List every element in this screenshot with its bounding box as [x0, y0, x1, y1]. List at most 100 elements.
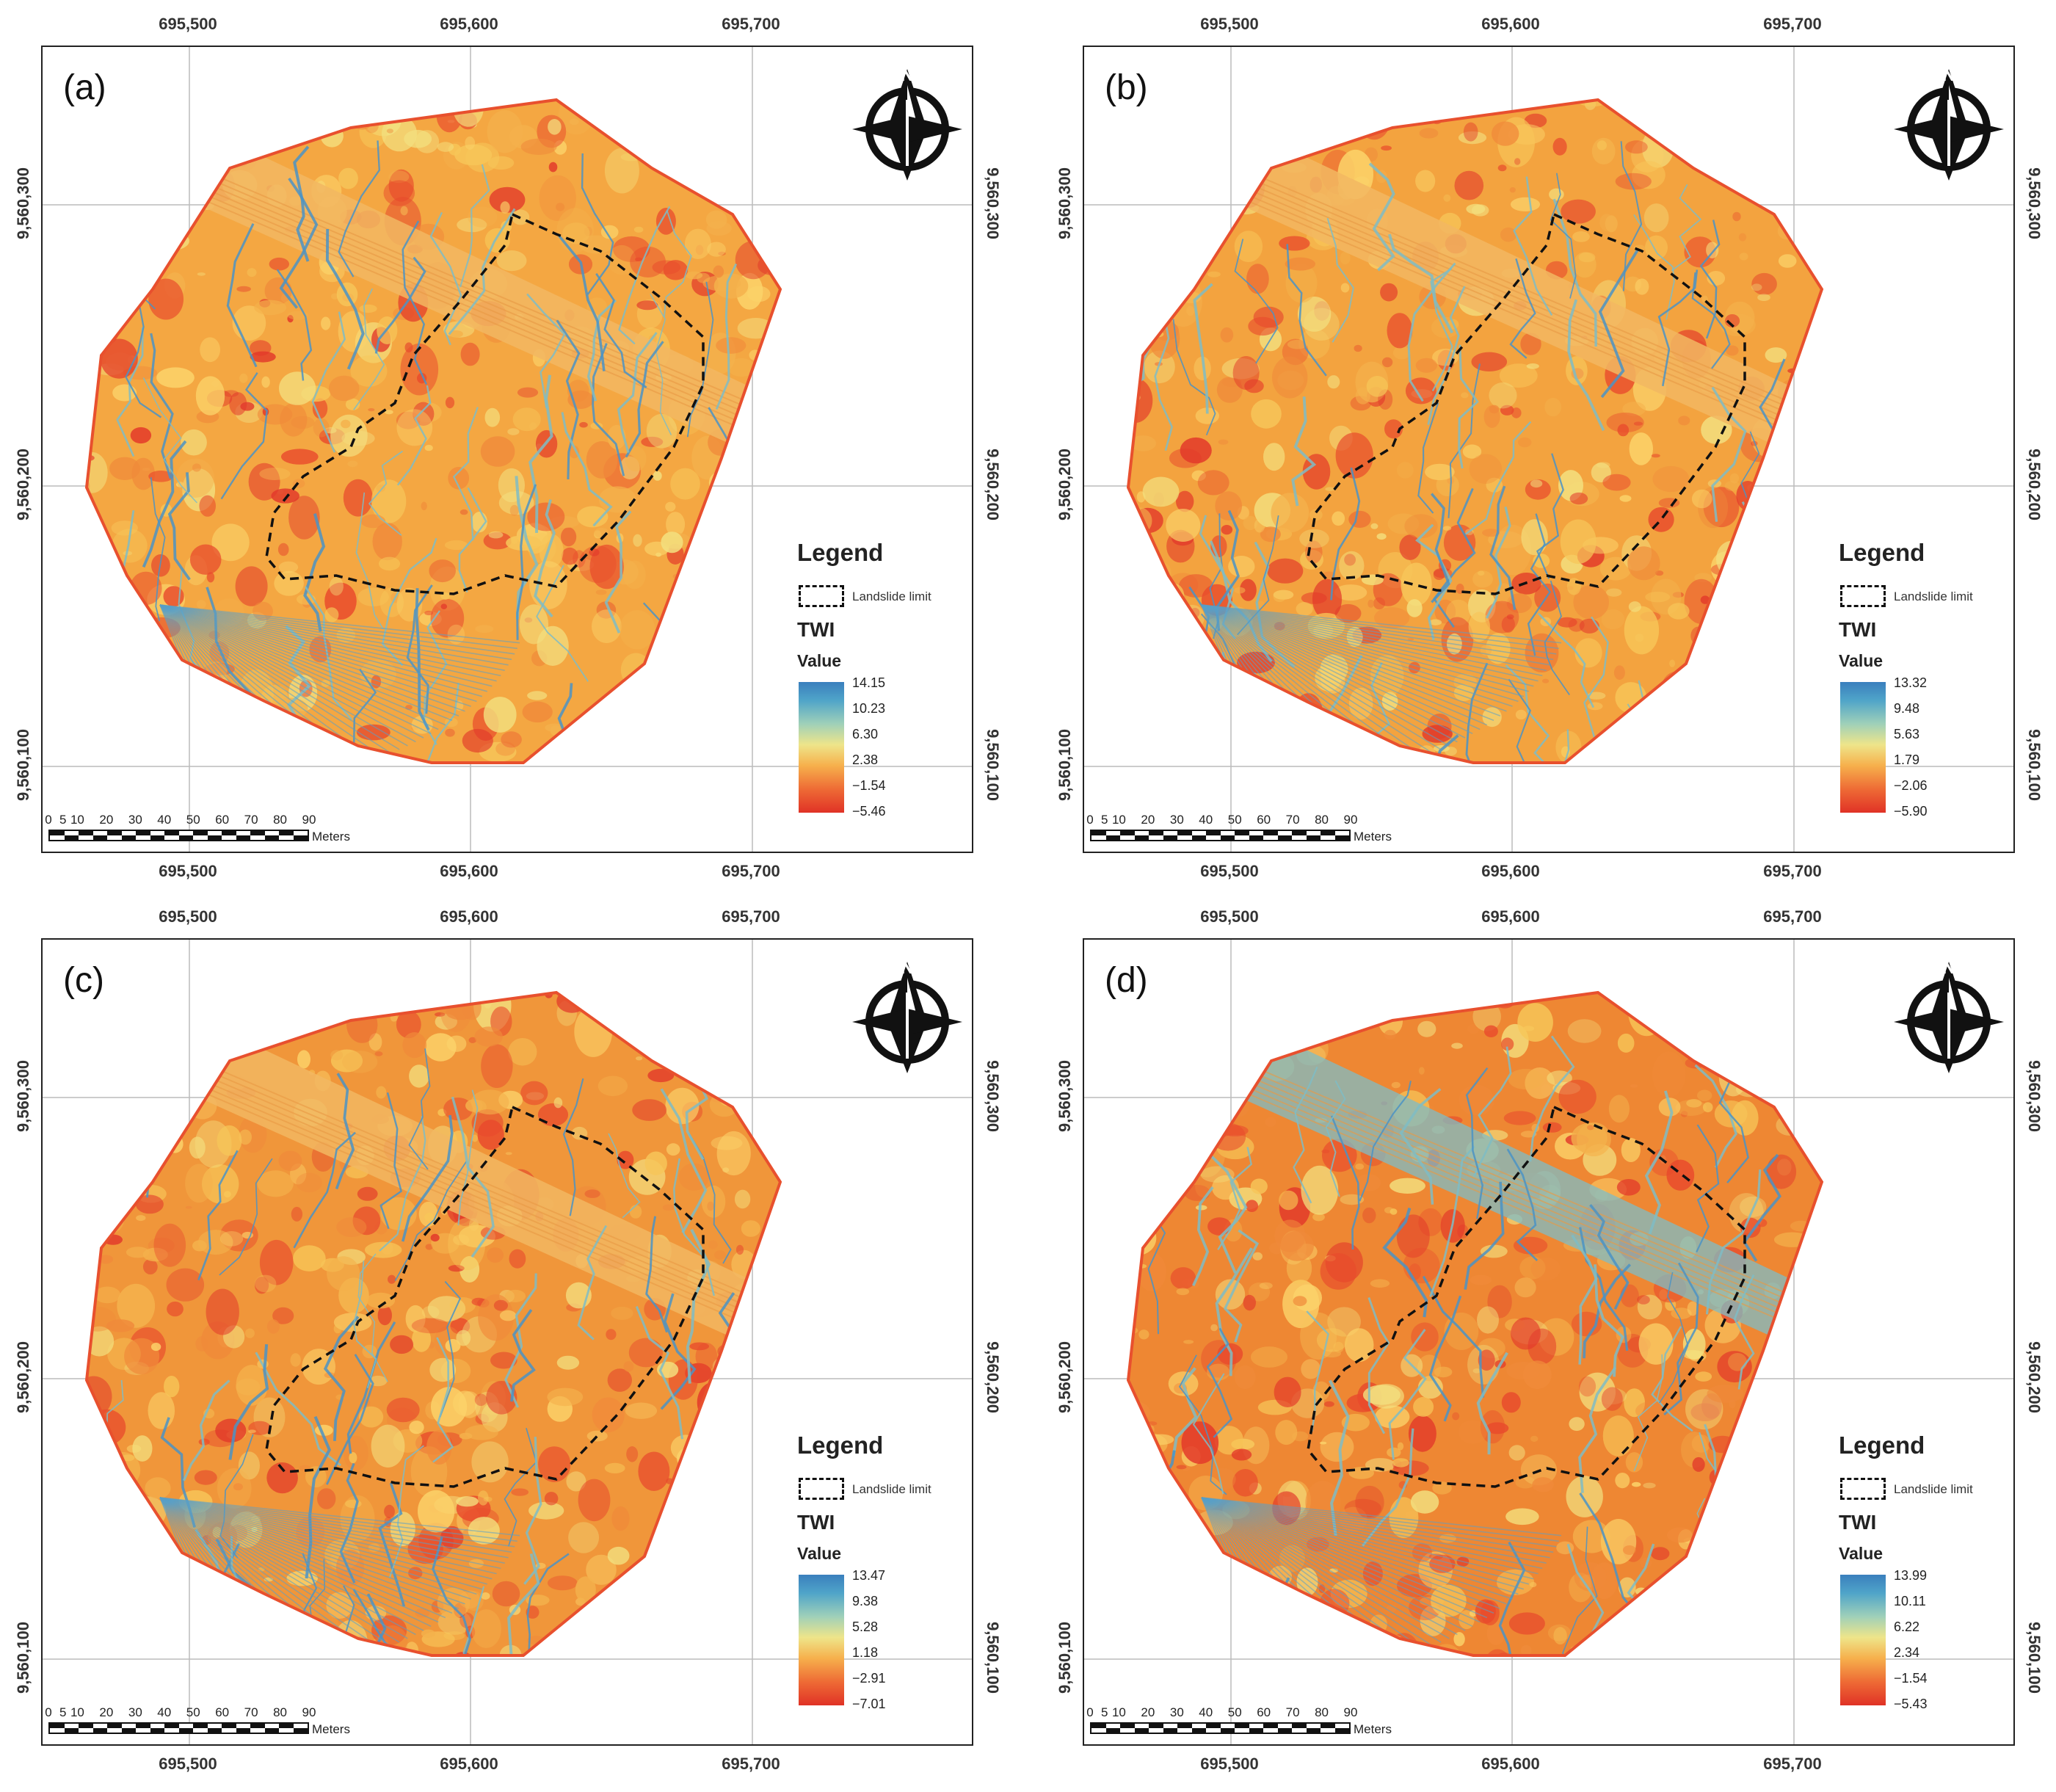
scale-label: 80 [1315, 813, 1329, 827]
drainage-line [604, 510, 632, 634]
drainage-line [1128, 1450, 1176, 1592]
northing-tick-label: 9,560,200 [1056, 449, 1074, 520]
ramp-value: 2.34 [1894, 1645, 1920, 1660]
ramp-value: 9.38 [852, 1594, 879, 1608]
drainage-line [1633, 214, 1675, 320]
drainage-line [1172, 1367, 1198, 1457]
easting-tick-label: 695,600 [1481, 1755, 1540, 1773]
scale-label: 90 [302, 1705, 316, 1719]
drainage-line [402, 682, 459, 763]
drainage-line [1206, 1327, 1233, 1438]
map-panel: (d) N Legend Landslide limit TWI Value 13.99 10… [1083, 938, 2015, 1746]
drainage-line [1624, 703, 1652, 763]
easting-tick-label: 695,600 [1481, 907, 1540, 926]
ramp-value: 1.79 [1894, 752, 1920, 767]
northing-tick-label: 9,560,200 [14, 1341, 32, 1413]
ramp-value: −7.01 [852, 1697, 886, 1711]
northing-tick-label: 9,560,300 [984, 1060, 1002, 1132]
scale-label: 30 [128, 1705, 142, 1719]
drainage-line [1177, 652, 1227, 763]
drainage-line [1291, 396, 1317, 507]
drainage-line [1644, 1090, 1674, 1235]
landslide-limit-outline [265, 1105, 705, 1488]
value-legend-label: Value [1839, 1544, 1884, 1563]
scale-label: 80 [1315, 1705, 1329, 1719]
drainage-line [592, 343, 625, 476]
drainage-line [462, 1586, 487, 1655]
scale-label: 60 [1257, 1705, 1271, 1719]
drainage-line [1506, 1148, 1539, 1261]
drainage-line [1329, 1379, 1350, 1537]
easting-tick-label: 695,700 [1763, 907, 1822, 926]
easting-tick-label: 695,600 [1481, 862, 1540, 880]
scale-label: 50 [186, 1705, 200, 1719]
drainage-line [429, 211, 462, 346]
ramp-value: −1.54 [1894, 1671, 1928, 1686]
drainage-line [1326, 217, 1354, 343]
drainage-line [293, 1131, 356, 1249]
drainage-line [1215, 1247, 1253, 1376]
drainage-line [526, 1553, 570, 1653]
drainage-line [1422, 1275, 1485, 1398]
drainage-line [1429, 1145, 1475, 1297]
map-panel: (c) N Legend Landslide limit TWI Value 13.47 9.… [41, 938, 973, 1746]
drainage-line [1755, 1374, 1798, 1492]
drainage-line [353, 1260, 377, 1388]
drainage-line [325, 228, 365, 370]
drainage-line [379, 1092, 403, 1230]
twi-surface [87, 993, 780, 1655]
drainage-line [325, 1354, 374, 1485]
northing-tick-label: 9,560,100 [1056, 729, 1074, 801]
landslide-symbol [1840, 585, 1886, 607]
twi-surface [87, 100, 780, 763]
drainage-line [628, 702, 672, 763]
scale-label: 20 [99, 1705, 114, 1719]
easting-tick-label: 695,600 [440, 1755, 498, 1773]
drainage-line [1399, 1088, 1442, 1205]
drainage-line [1421, 734, 1459, 763]
drainage-line [1359, 1081, 1412, 1202]
landslide-limit-outline [1307, 212, 1746, 595]
drainage-line [1430, 267, 1453, 391]
northing-tick-label: 9,560,100 [2025, 1622, 2044, 1694]
drainage-line [1154, 302, 1173, 451]
twi-raster-map [43, 47, 972, 852]
drainage-line [1367, 1297, 1390, 1434]
legend-title: Legend [1839, 539, 1925, 566]
drainage-line [323, 1316, 360, 1441]
drainage-line [1567, 299, 1605, 432]
drainage-line [125, 300, 162, 418]
legend-title: Legend [797, 1432, 884, 1459]
northing-tick-label: 9,560,100 [984, 1622, 1002, 1694]
drainage-line [720, 461, 745, 606]
drainage-line [1741, 501, 1770, 642]
map-panel: (a) N Legend Landslide limit TWI Value 14.15 10… [41, 46, 973, 853]
drainage-line [448, 208, 516, 335]
drainage-line [458, 487, 487, 593]
easting-tick-label: 695,700 [1763, 15, 1822, 33]
drainage-line [1701, 1508, 1733, 1650]
landslide-legend-label: Landslide limit [852, 1482, 931, 1496]
drainage-line [1536, 453, 1564, 579]
drainage-line [1578, 1366, 1617, 1493]
easting-tick-label: 695,700 [722, 862, 780, 880]
northing-tick-label: 9,560,100 [14, 1622, 32, 1694]
drainage-line [1427, 286, 1466, 425]
twi-legend-label: TWI [1839, 618, 1877, 641]
drainage-line [1782, 1429, 1822, 1552]
drainage-line [1489, 485, 1516, 610]
easting-tick-label: 695,500 [1200, 15, 1259, 33]
drainage-line [150, 333, 174, 479]
drainage-line [228, 1343, 269, 1460]
scale-label: 80 [273, 813, 288, 827]
ramp-value: 1.18 [852, 1645, 879, 1660]
northing-tick-label: 9,560,300 [984, 167, 1002, 239]
scale-label: 80 [273, 1705, 288, 1719]
drainage-line [226, 223, 258, 368]
scale-label: 0 [45, 1705, 52, 1719]
drainage-line [1527, 513, 1552, 656]
drainage-line [1696, 1124, 1720, 1252]
northing-tick-label: 9,560,300 [14, 167, 32, 239]
drainage-line [1498, 1541, 1526, 1655]
scale-label: 20 [1141, 1705, 1155, 1719]
